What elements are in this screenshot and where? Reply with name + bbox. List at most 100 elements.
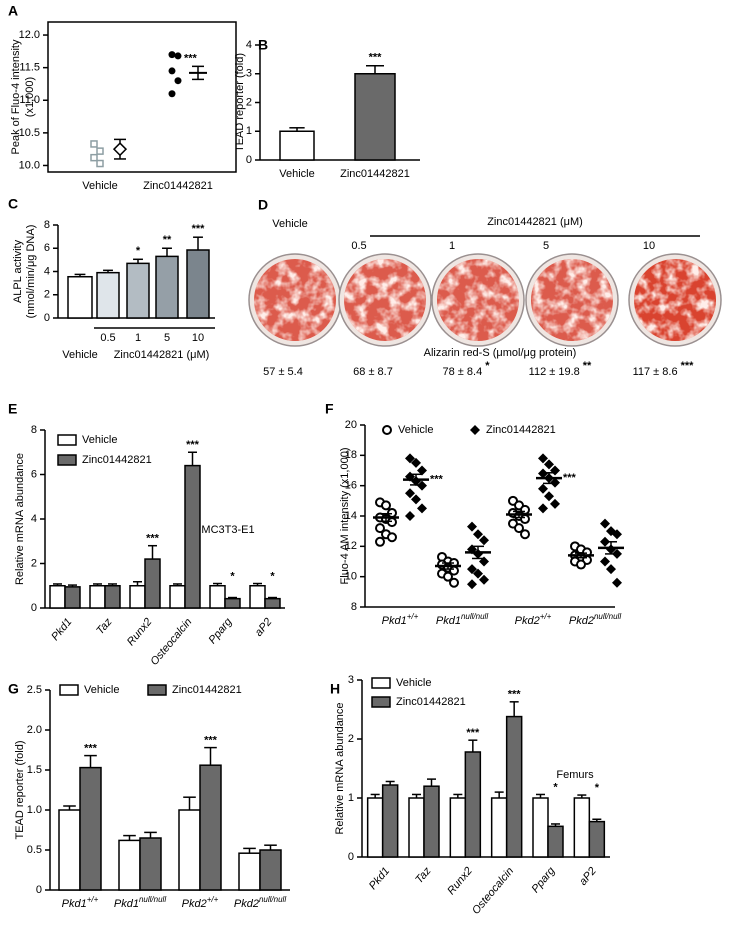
measurement: 78 ± 8.4 * <box>443 360 491 378</box>
data-point <box>174 77 182 85</box>
measurement-value: 68 ± 8.7 <box>353 366 393 378</box>
x-tick-label: Taz <box>94 616 115 637</box>
concentration-label: 10 <box>643 240 655 252</box>
bar <box>366 797 384 858</box>
x-tick-label: Vehicle <box>279 168 314 180</box>
measurement: 57 ± 5.4 <box>263 366 303 378</box>
y-axis-label: Relative mRNA abundance <box>334 702 346 834</box>
bar <box>573 797 591 858</box>
bar <box>67 275 93 319</box>
x-tick-label: Pkd1null/null <box>436 612 488 627</box>
significance: * <box>553 781 558 793</box>
data-point <box>544 459 554 470</box>
culture-texture <box>437 259 519 341</box>
data-point <box>90 153 98 162</box>
significance: *** <box>466 727 480 739</box>
data-point <box>479 574 489 585</box>
significance: *** <box>146 533 160 545</box>
data-point <box>411 494 421 505</box>
y-tick-label: 6 <box>31 468 37 480</box>
category-name: Pkd1 <box>382 615 407 627</box>
category-name: Pkd1 <box>436 615 461 627</box>
data-point <box>600 556 610 567</box>
bar <box>209 585 226 609</box>
y-axis-label: Fluo-4 AM intensity (x1,000) <box>339 448 351 585</box>
panel-label: C <box>8 196 18 212</box>
x-tick-label: 5 <box>164 332 170 344</box>
measure-label: Alizarin red-S (μmol/μg protein) <box>424 347 577 359</box>
x-tick-label: Pkd2null/null <box>234 895 286 910</box>
data-point <box>168 67 176 75</box>
culture-texture <box>344 259 426 341</box>
data-point <box>405 511 415 521</box>
bar <box>186 249 210 319</box>
significance: * <box>595 782 600 794</box>
plot-frame <box>47 21 237 173</box>
bar <box>354 73 396 161</box>
category-superscript: +/+ <box>207 895 219 904</box>
x-tick-label: Pkd2null/null <box>569 612 621 627</box>
group-label: Zinc01442821 (μM) <box>114 349 210 361</box>
legend-label: Vehicle <box>398 424 433 436</box>
y-tick-label: 0.5 <box>27 844 42 856</box>
significance: * <box>270 570 275 582</box>
bar <box>264 597 281 609</box>
data-point <box>96 147 104 155</box>
data-point <box>550 498 560 509</box>
category-superscript: null/null <box>139 895 166 904</box>
y-tick-label: 0 <box>44 312 50 324</box>
y-tick-label: 11.5 <box>19 62 40 74</box>
data-point <box>520 514 530 525</box>
legend-swatch <box>371 696 391 708</box>
panel-label: F <box>325 401 334 417</box>
data-point <box>96 159 104 168</box>
bar <box>89 585 106 609</box>
panel-label: B <box>258 37 268 53</box>
significance: * <box>230 570 235 582</box>
y-tick-label: 8 <box>31 424 37 436</box>
data-point <box>168 51 176 59</box>
x-tick-label: Runx2 <box>445 865 475 897</box>
significance: *** <box>84 743 98 755</box>
legend-marker <box>470 425 480 435</box>
significance: *** <box>369 52 383 64</box>
y-tick-label: 8 <box>44 219 50 231</box>
bar <box>139 837 162 891</box>
bar <box>169 585 186 609</box>
data-point <box>600 518 610 529</box>
x-tick-label: Taz <box>413 865 434 886</box>
data-point <box>550 477 560 488</box>
legend-swatch <box>59 684 79 696</box>
y-tick-label: 1.0 <box>27 804 42 816</box>
bar <box>58 809 81 891</box>
significance: *** <box>681 360 695 372</box>
bar <box>532 797 549 858</box>
y-tick-label: 16 <box>345 480 357 492</box>
significance: ** <box>583 360 592 372</box>
data-point <box>387 532 397 543</box>
measurement-value: 117 ± 8.6 <box>633 366 678 378</box>
bar <box>144 558 161 609</box>
significance: *** <box>186 439 200 451</box>
data-point <box>417 503 427 514</box>
measurement-value: 112 ± 19.8 <box>529 366 580 378</box>
y-axis-label: (x1,000) <box>24 77 36 117</box>
x-tick-label: Vehicle <box>62 349 97 361</box>
legend-swatch <box>147 684 167 696</box>
category-superscript: null/null <box>594 612 621 621</box>
data-point <box>443 571 453 582</box>
measurement: 117 ± 8.6 *** <box>633 360 695 378</box>
x-tick-label: aP2 <box>253 616 275 639</box>
y-tick-label: 2 <box>348 733 354 745</box>
y-tick-label: 8 <box>351 601 357 613</box>
legend-label: Zinc01442821 <box>172 684 242 696</box>
legend-label: Vehicle <box>82 434 117 446</box>
y-axis-label: TEAD reporter (fold) <box>234 53 246 152</box>
x-tick-label: Pkd1+/+ <box>62 895 99 910</box>
category-name: Pkd2 <box>234 898 259 910</box>
x-tick-label: Pkd1 <box>49 616 74 643</box>
y-axis-label: (nmol/min/μg DNA) <box>25 225 37 319</box>
significance: * <box>136 245 141 257</box>
data-point <box>538 468 548 479</box>
y-tick-label: 0 <box>246 154 252 166</box>
